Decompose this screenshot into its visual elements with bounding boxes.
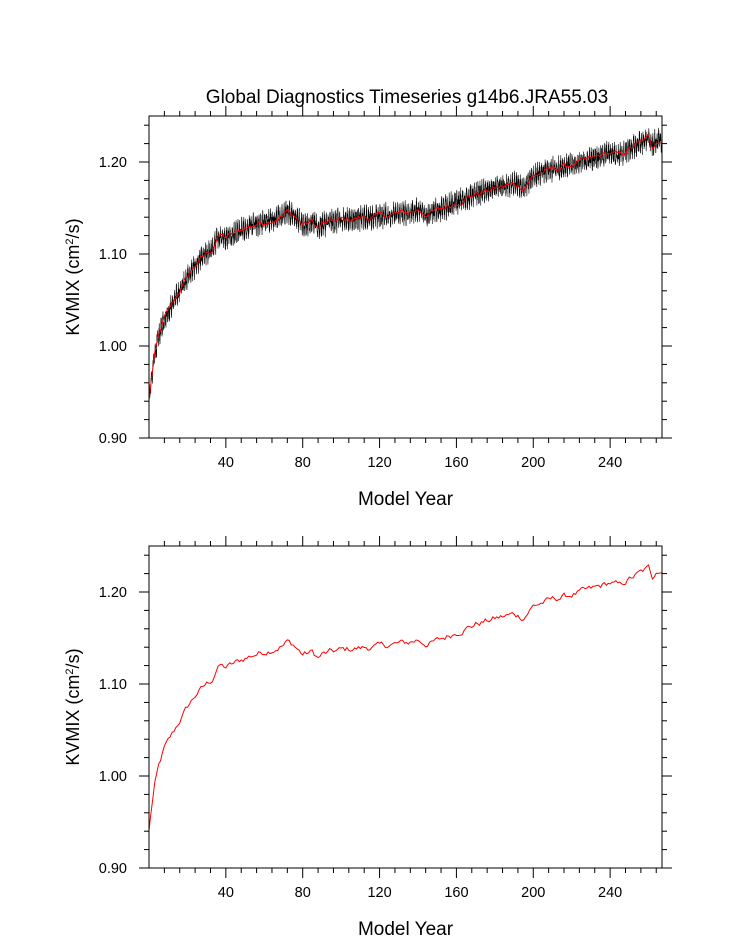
bottom-y-tick-labels: 0.90 1.00 1.10 1.20: [99, 585, 127, 877]
top-panel: 40 80 120 160 200 240 0.90 1.00 1.10 1.20 Model …: [63, 106, 672, 510]
chart-title: Global Diagnostics Timeseries g14b6.JRA5…: [206, 87, 608, 108]
x-tick-label: 120: [367, 455, 391, 471]
top-annual-mean-series: [149, 134, 662, 401]
top-axis-ticks: [139, 106, 672, 448]
top-y-axis-title: KVMIX (cm2/s): [63, 218, 83, 335]
x-tick-label: 240: [598, 455, 622, 471]
y-tick-label: 1.00: [99, 769, 127, 785]
top-y-tick-labels: 0.90 1.00 1.10 1.20: [99, 155, 127, 447]
y-tick-label: 1.20: [99, 585, 127, 601]
bottom-panel: 40 80 120 160 200 240 0.90 1.00 1.10 1.20 Model …: [63, 536, 672, 940]
top-y-axis-title-tail: /s): [63, 218, 83, 238]
x-tick-label: 240: [598, 885, 622, 901]
bottom-annual-mean-series: [149, 564, 662, 831]
x-tick-label: 160: [444, 885, 468, 901]
y-tick-label: 1.10: [99, 247, 127, 263]
top-plot-frame: [148, 115, 663, 439]
x-tick-label: 120: [367, 885, 391, 901]
y-tick-label: 1.00: [99, 339, 127, 355]
top-y-axis-title-main: KVMIX (cm: [63, 245, 83, 336]
bottom-y-axis-title-sup: 2: [64, 668, 76, 674]
top-y-axis-title-sup: 2: [64, 238, 76, 244]
x-tick-label: 80: [295, 455, 311, 471]
top-x-tick-labels: 40 80 120 160 200 240: [218, 455, 622, 471]
bottom-y-axis-title-main: KVMIX (cm: [63, 675, 83, 766]
x-tick-label: 40: [218, 885, 234, 901]
y-tick-label: 0.90: [99, 431, 127, 447]
bottom-x-tick-labels: 40 80 120 160 200 240: [218, 885, 622, 901]
y-tick-label: 1.20: [99, 155, 127, 171]
y-tick-label: 1.10: [99, 677, 127, 693]
annual-mean-line: [149, 134, 662, 401]
x-tick-label: 200: [521, 885, 545, 901]
x-tick-label: 40: [218, 455, 234, 471]
bottom-y-axis-title: KVMIX (cm2/s): [63, 648, 83, 765]
top-x-axis-title: Model Year: [358, 489, 454, 510]
x-tick-label: 160: [444, 455, 468, 471]
annual-mean-line: [149, 564, 662, 831]
top-monthly-series: [149, 127, 662, 408]
y-tick-label: 0.90: [99, 861, 127, 877]
bottom-x-axis-title: Model Year: [358, 919, 454, 940]
x-tick-label: 200: [521, 455, 545, 471]
monthly-line: [149, 127, 662, 408]
bottom-plot-frame: [148, 545, 663, 869]
bottom-y-axis-title-tail: /s): [63, 648, 83, 668]
bottom-axis-ticks: [139, 536, 672, 878]
x-tick-label: 80: [295, 885, 311, 901]
